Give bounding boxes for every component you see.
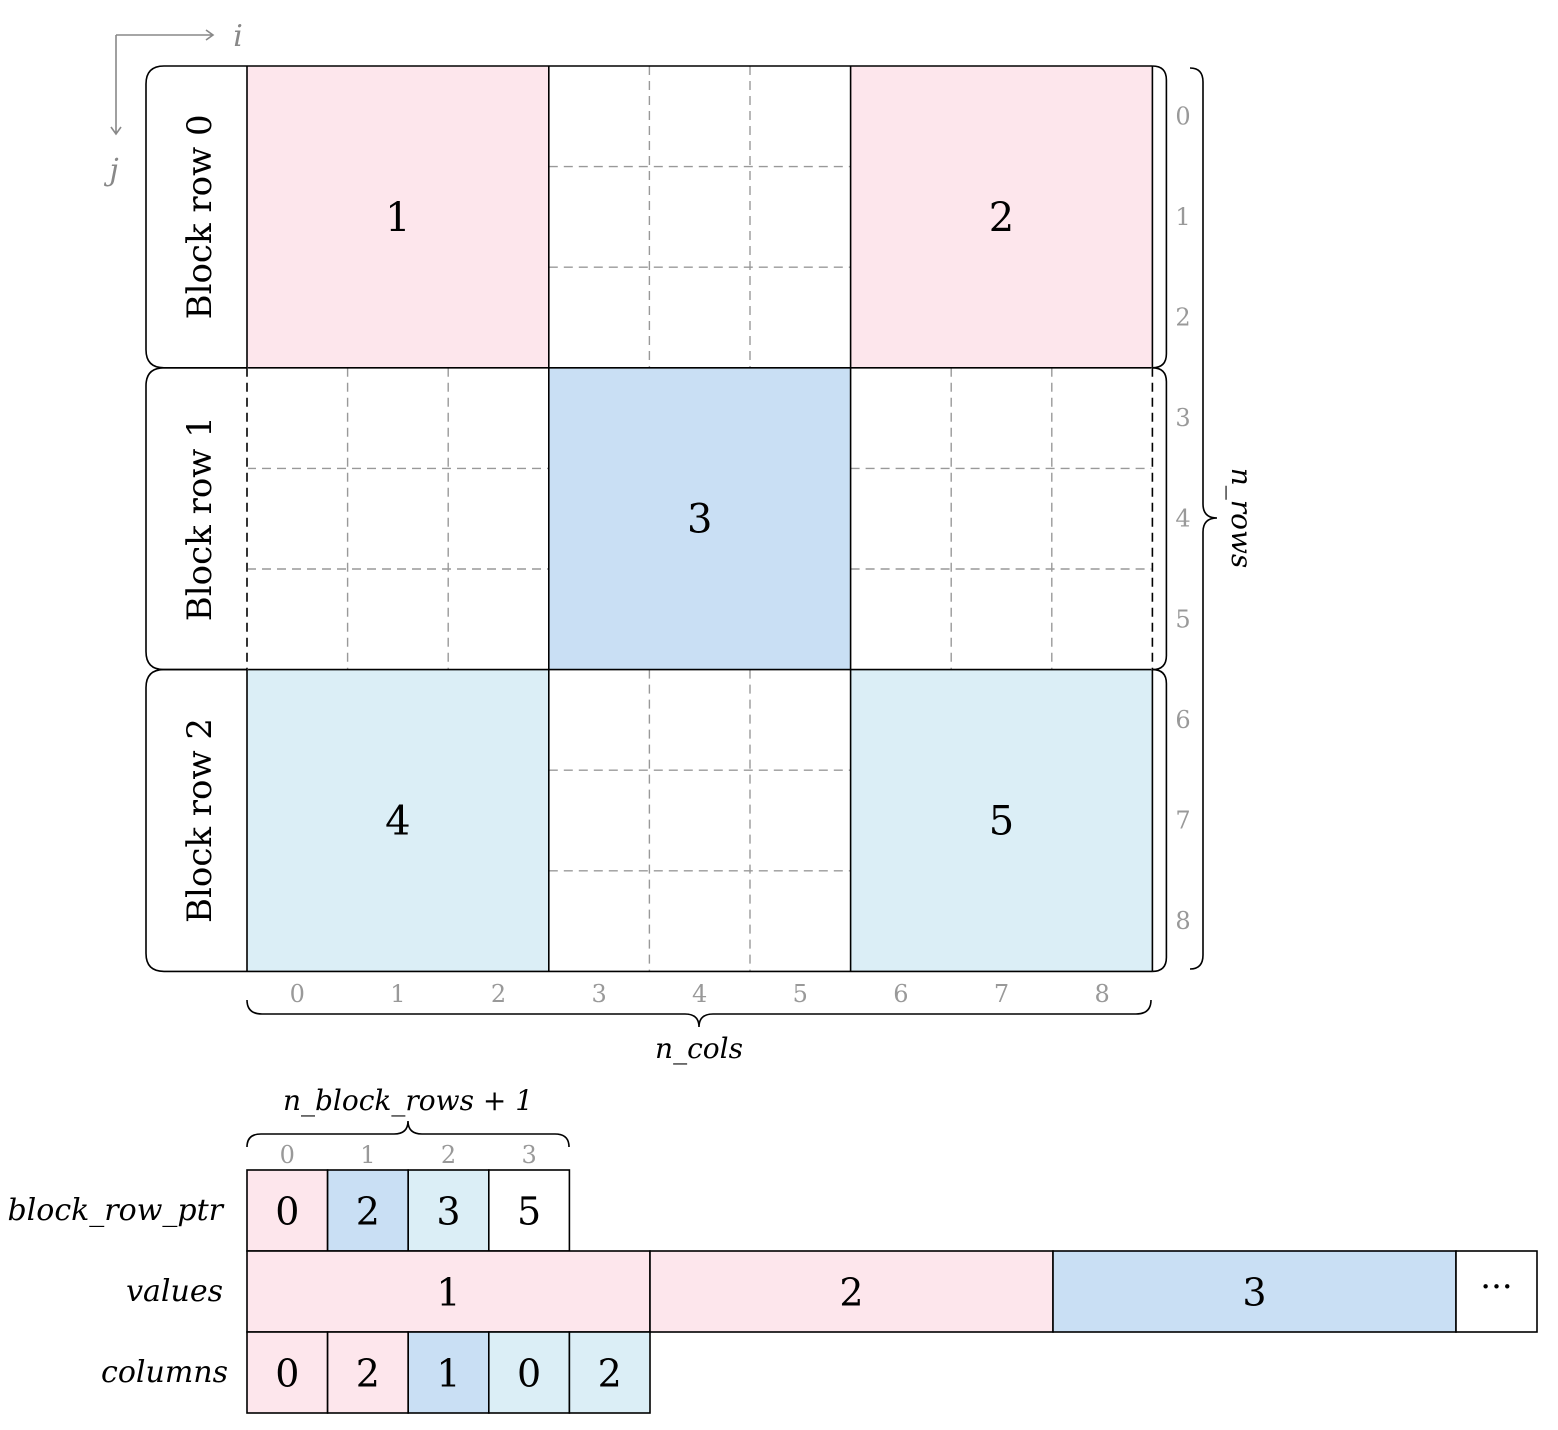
values-value: 2	[839, 1271, 863, 1315]
columns-cell	[487, 1331, 571, 1414]
block-fill-2	[850, 66, 1153, 368]
row-index: 8	[1175, 907, 1190, 935]
block-row-ptr-cell	[407, 1169, 490, 1252]
col-index: 7	[994, 980, 1009, 1008]
n-cols-brace-shape	[246, 999, 1152, 1028]
block-label-5: 5	[989, 799, 1014, 845]
block-fill-3	[548, 367, 851, 670]
values-value: 1	[436, 1271, 460, 1315]
block-row-frame-left	[145, 367, 247, 671]
col-index: 4	[692, 980, 707, 1008]
ptr-index: 1	[360, 1141, 375, 1169]
block-row-label: Block row 1	[180, 416, 220, 621]
block-row-frame-right	[1152, 65, 1168, 369]
row-index: 7	[1175, 807, 1190, 835]
col-index: 6	[893, 980, 908, 1008]
columns-cell	[246, 1331, 329, 1414]
block-row-frame-left	[145, 668, 247, 973]
columns-value: 0	[275, 1352, 299, 1396]
block-row-ptr-value: 2	[356, 1190, 380, 1234]
i-axis-label: i	[233, 19, 243, 54]
row-index: 3	[1175, 404, 1190, 432]
values-cell	[246, 1250, 651, 1333]
row-index: 6	[1175, 706, 1190, 734]
axis-indicator: i j	[103, 19, 242, 188]
i-axis-arrow	[116, 29, 215, 41]
block-row-frame-left	[145, 65, 247, 369]
col-index: 8	[1094, 980, 1109, 1008]
block-row-ptr-cell	[246, 1169, 329, 1252]
row-index: 0	[1175, 102, 1190, 130]
block-row-ptr-value: 3	[436, 1190, 460, 1234]
block-row-ptr-array: 0 2 3 5	[246, 1169, 571, 1252]
values-label: values	[126, 1274, 223, 1309]
block-fill-1	[247, 66, 549, 368]
n-cols-brace: n_cols	[246, 999, 1152, 1065]
matrix-grid: 1 2 3 4 5 Block row 0 Block row 1 Block row 2 0 1…	[145, 65, 1191, 1008]
block-label-3: 3	[687, 497, 712, 543]
row-index: 1	[1175, 203, 1190, 231]
block-row-ptr-value: 0	[275, 1190, 299, 1234]
n-block-rows-label: n_block_rows + 1	[283, 1084, 533, 1117]
j-axis-label: j	[103, 153, 118, 188]
ptr-index: 3	[521, 1141, 536, 1169]
col-index: 5	[793, 980, 808, 1008]
columns-array: 0 2 1 0 2	[246, 1331, 651, 1414]
col-index: 2	[491, 980, 506, 1008]
n-cols-label: n_cols	[655, 1032, 743, 1065]
columns-value: 2	[356, 1352, 380, 1396]
block-row-ptr-value: 5	[517, 1190, 541, 1234]
n-rows-brace-shape	[1189, 67, 1218, 970]
values-cell	[1052, 1250, 1457, 1333]
values-array: 1 2 3 ···	[246, 1250, 1538, 1333]
values-cell	[649, 1250, 1054, 1333]
values-value: 3	[1242, 1271, 1266, 1315]
block-row-label: Block row 0	[180, 114, 220, 319]
values-ellipsis: ···	[1480, 1267, 1512, 1307]
n-block-rows-brace: n_block_rows + 1	[246, 1084, 570, 1148]
n-block-rows-brace-shape	[246, 1120, 570, 1148]
block-label-4: 4	[385, 799, 410, 845]
row-index: 2	[1175, 304, 1190, 332]
ptr-index: 2	[441, 1141, 456, 1169]
columns-value: 2	[598, 1352, 622, 1396]
block-row-ptr-label: block_row_ptr	[7, 1193, 224, 1228]
col-index: 3	[591, 980, 606, 1008]
row-index: 4	[1175, 505, 1190, 533]
n-rows-brace: n_rows	[1189, 67, 1258, 970]
col-index: 0	[290, 980, 305, 1008]
block-row-ptr-cell	[487, 1169, 571, 1252]
block-row-label: Block row 2	[180, 718, 220, 923]
block-row-frame-right	[1152, 367, 1168, 671]
ptr-index: 0	[280, 1141, 295, 1169]
block-fill-5	[850, 669, 1153, 972]
block-label-2: 2	[989, 195, 1014, 241]
col-index: 1	[390, 980, 405, 1008]
values-ellipsis-cell	[1455, 1250, 1538, 1333]
j-axis-arrow	[110, 35, 122, 136]
block-fill-4	[247, 669, 549, 972]
columns-value: 1	[436, 1352, 460, 1396]
block-label-1: 1	[385, 195, 410, 241]
columns-label: columns	[101, 1355, 228, 1390]
n-rows-label: n_rows	[1225, 468, 1258, 569]
ptr-indices: 0 1 2 3	[280, 1141, 537, 1169]
columns-cell	[326, 1331, 410, 1414]
columns-value: 0	[517, 1352, 541, 1396]
block-row-frame-right	[1152, 668, 1168, 973]
columns-cell	[568, 1331, 651, 1414]
row-index: 5	[1175, 605, 1190, 633]
